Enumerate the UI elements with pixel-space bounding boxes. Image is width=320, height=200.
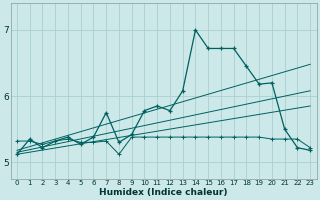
X-axis label: Humidex (Indice chaleur): Humidex (Indice chaleur) [99, 188, 228, 197]
